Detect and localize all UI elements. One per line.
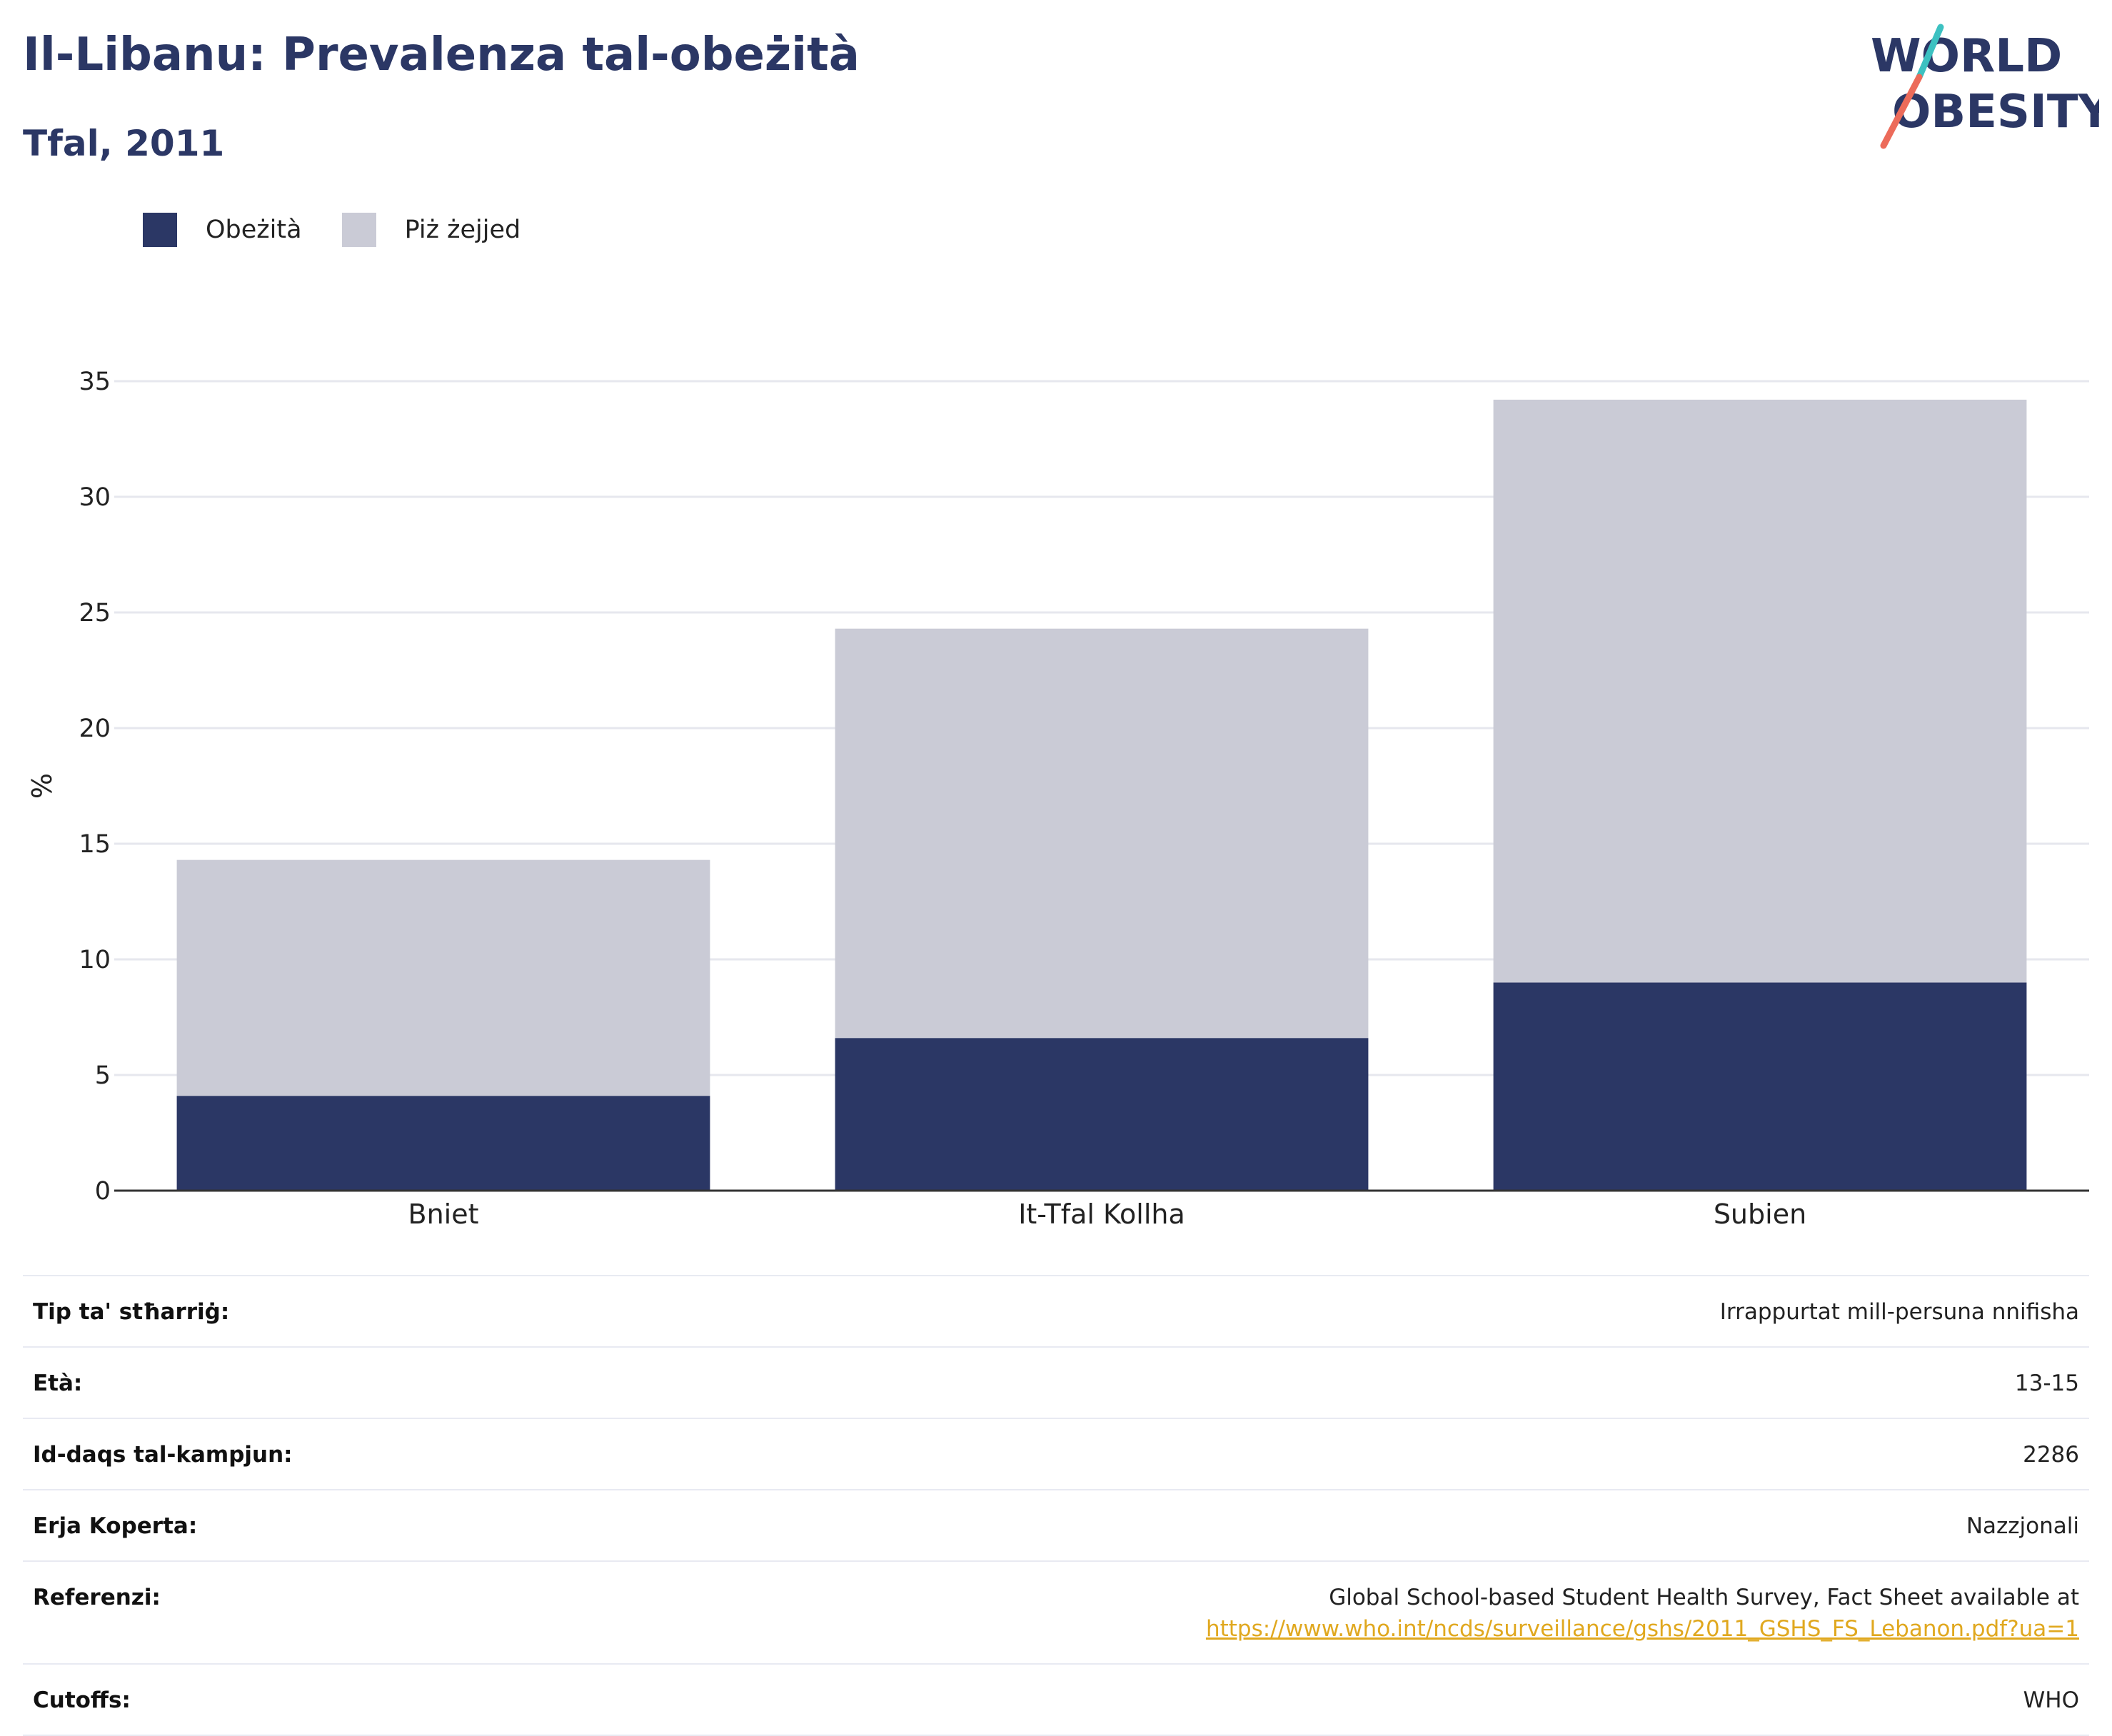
logo-word-obesity: OBESITY bbox=[1892, 86, 2099, 138]
bar-overweight bbox=[176, 859, 710, 1096]
info-row-cutoffs: Cutoffs: WHO bbox=[23, 1665, 2089, 1736]
info-label-age: Età: bbox=[33, 1371, 83, 1396]
y-tick-label: 35 bbox=[79, 368, 111, 396]
legend: Obeżità Piż żejjed bbox=[143, 213, 560, 247]
legend-item-obesity[interactable]: Obeżità bbox=[143, 213, 302, 247]
chart-subtitle: Tfal, 2011 bbox=[23, 123, 225, 164]
chart-title: Il-Libanu: Prevalenza tal-obeżità bbox=[23, 29, 860, 81]
legend-swatch-obesity bbox=[143, 213, 177, 247]
x-tick-label: Subien bbox=[1714, 1198, 1806, 1230]
survey-info-table: Tip ta' stħarriġ: Irrappurtat mill-persu… bbox=[23, 1275, 2089, 1736]
y-tick-label: 0 bbox=[95, 1177, 111, 1206]
info-row-age: Età: 13-15 bbox=[23, 1348, 2089, 1419]
logo-word-world: WORLD bbox=[1871, 30, 2062, 83]
info-value-area-covered: Nazzjonali bbox=[1966, 1513, 2079, 1539]
bar-chart: 0 5 10 15 20 25 30 35% Bniet It-Tfal Kollha Subien bbox=[26, 368, 2089, 1230]
legend-swatch-overweight bbox=[341, 213, 376, 247]
y-tick-label: 30 bbox=[79, 483, 111, 512]
x-tick-label: Bniet bbox=[408, 1198, 479, 1230]
bar-overweight bbox=[1493, 399, 2027, 983]
logo-slash-coral bbox=[1880, 74, 1923, 149]
legend-label-overweight: Piż żejjed bbox=[404, 216, 521, 244]
y-tick-label: 10 bbox=[79, 946, 111, 974]
bar-overweight bbox=[835, 628, 1369, 1039]
info-value-sample-size: 2286 bbox=[2023, 1442, 2079, 1468]
legend-label-obesity: Obeżità bbox=[206, 216, 302, 244]
y-tick-label: 20 bbox=[79, 715, 111, 743]
info-label-sample-size: Id-daqs tal-kampjun: bbox=[33, 1442, 293, 1468]
bar-obesity bbox=[1493, 982, 2027, 1191]
info-value-references: Global School-based Student Health Surve… bbox=[1206, 1582, 2079, 1645]
logo-slash-teal bbox=[1916, 24, 1944, 81]
info-row-references: Referenzi: Global School-based Student H… bbox=[23, 1562, 2089, 1665]
y-tick-label: 25 bbox=[79, 599, 111, 627]
info-label-references: Referenzi: bbox=[33, 1585, 161, 1610]
info-label-area-covered: Erja Koperta: bbox=[33, 1513, 198, 1539]
y-tick-label: 5 bbox=[95, 1061, 111, 1090]
bar-obesity bbox=[176, 1096, 710, 1191]
bar-obesity bbox=[835, 1038, 1369, 1191]
legend-item-overweight[interactable]: Piż żejjed bbox=[341, 213, 521, 247]
info-row-survey-type: Tip ta' stħarriġ: Irrappurtat mill-persu… bbox=[23, 1276, 2089, 1348]
info-label-survey-type: Tip ta' stħarriġ: bbox=[33, 1299, 230, 1325]
info-value-age: 13-15 bbox=[2014, 1371, 2079, 1396]
info-label-cutoffs: Cutoffs: bbox=[33, 1687, 131, 1713]
reference-text: Global School-based Student Health Surve… bbox=[1329, 1585, 2079, 1610]
reference-link[interactable]: https://www.who.int/ncds/surveillance/gs… bbox=[1205, 1616, 2079, 1642]
info-value-cutoffs: WHO bbox=[2023, 1687, 2079, 1713]
info-row-area-covered: Erja Koperta: Nazzjonali bbox=[23, 1490, 2089, 1562]
world-obesity-logo: WORLD OBESITY bbox=[1871, 24, 2099, 149]
y-tick-label: 15 bbox=[79, 830, 111, 859]
y-axis-label: % bbox=[26, 773, 58, 799]
x-tick-label: It-Tfal Kollha bbox=[1018, 1198, 1185, 1230]
info-value-survey-type: Irrappurtat mill-persuna nnifisha bbox=[1719, 1299, 2079, 1325]
info-row-sample-size: Id-daqs tal-kampjun: 2286 bbox=[23, 1419, 2089, 1490]
